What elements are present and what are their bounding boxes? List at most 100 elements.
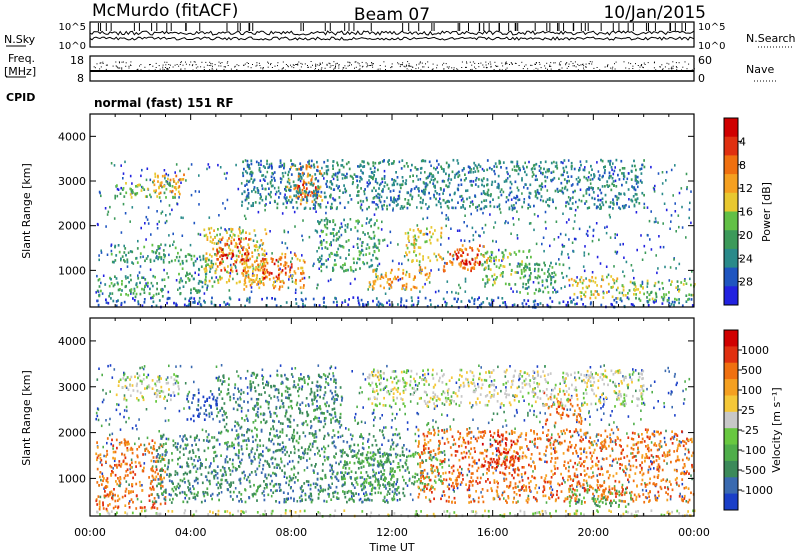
power-speckle: [446, 280, 449, 283]
power-heatmap-cells: [95, 158, 696, 309]
power-cell: [556, 167, 559, 170]
power-cell: [198, 300, 201, 304]
nave-dot: [334, 67, 336, 69]
power-speckle: [552, 275, 555, 279]
velocity-speckle: [96, 407, 99, 410]
velocity-speckle: [100, 424, 103, 428]
power-cell: [570, 175, 573, 178]
power-speckle: [370, 237, 373, 240]
freq-left-bottom-tick: 8: [77, 72, 84, 85]
velocity-speckle: [296, 401, 299, 405]
power-cell: [246, 159, 249, 163]
power-cell: [523, 270, 526, 273]
power-cell: [601, 159, 604, 163]
nave-dot: [591, 61, 593, 63]
power-cell: [96, 289, 99, 293]
date-title: 10/Jan/2015: [603, 3, 706, 23]
power-cell: [522, 282, 525, 286]
velocity-speckle: [672, 437, 675, 440]
power-cell: [238, 298, 241, 301]
nave-dot: [166, 67, 168, 69]
power-speckle: [496, 205, 499, 209]
power-speckle: [654, 184, 656, 188]
power-cell: [332, 219, 335, 222]
power-colorbar-segment: [724, 192, 738, 212]
power-cell: [319, 203, 322, 206]
velocity-speckle: [156, 389, 158, 392]
nave-dot: [506, 67, 508, 69]
nave-dot: [524, 65, 525, 67]
power-cell: [316, 165, 319, 169]
velocity-speckle: [215, 365, 218, 368]
nave-dot: [99, 68, 101, 70]
nave-dot: [180, 62, 182, 64]
power-cell: [635, 168, 637, 172]
power-cell: [204, 257, 207, 260]
power-cell: [345, 240, 348, 243]
power-cell: [291, 275, 293, 278]
nave-dot: [152, 65, 154, 67]
power-cell: [261, 247, 263, 251]
power-cell: [358, 253, 361, 257]
power-cell: [301, 277, 304, 280]
power-cell: [442, 189, 445, 192]
power-cell: [621, 284, 624, 287]
power-speckle: [131, 182, 133, 185]
power-cell: [251, 190, 253, 193]
power-cell: [424, 187, 427, 191]
nave-dot: [314, 69, 316, 71]
power-cell: [482, 301, 485, 304]
power-cell: [424, 159, 427, 163]
power-cell: [471, 184, 473, 187]
power-cell: [219, 304, 221, 307]
power-cell: [582, 279, 585, 282]
velocity-speckle: [443, 460, 446, 464]
power-cell: [235, 254, 238, 258]
power-cell: [612, 203, 615, 206]
velocity-speckle: [533, 413, 535, 417]
nave-dot: [243, 64, 245, 66]
power-cell: [515, 169, 518, 172]
power-cell: [229, 248, 232, 252]
power-cell: [576, 284, 579, 287]
power-cell: [234, 260, 236, 263]
power-speckle: [467, 171, 470, 174]
power-cell: [483, 206, 486, 210]
power-cell: [405, 244, 408, 247]
power-speckle: [405, 270, 408, 274]
nave-dot: [149, 64, 151, 65]
power-speckle: [149, 268, 152, 271]
nave-dot: [421, 69, 422, 71]
power-cell: [398, 197, 401, 200]
power-speckle: [426, 233, 429, 236]
power-cell: [134, 295, 137, 299]
power-cell: [230, 266, 233, 270]
power-cell: [108, 284, 111, 288]
power-cell: [460, 178, 462, 182]
power-cell: [302, 183, 304, 187]
velocity-speckle: [650, 441, 653, 444]
velocity-speckle: [383, 426, 385, 429]
freq-left-label-1: Freq.: [8, 52, 35, 65]
power-colorbar-segment: [724, 174, 738, 194]
velocity-speckle: [533, 371, 536, 374]
power-cell: [532, 300, 535, 303]
power-cell: [297, 175, 300, 178]
power-speckle: [122, 172, 125, 175]
power-cell: [245, 271, 247, 275]
velocity-speckle: [660, 445, 663, 448]
velocity-speckle: [362, 372, 364, 376]
power-cell: [538, 263, 541, 267]
power-cell: [585, 177, 588, 180]
power-cell: [178, 185, 181, 188]
power-speckle: [314, 229, 317, 232]
power-speckle: [521, 192, 523, 195]
power-speckle: [302, 238, 304, 242]
velocity-speckle: [334, 366, 337, 370]
velocity-speckle: [374, 491, 377, 495]
power-cell: [288, 188, 290, 192]
power-cell: [593, 175, 596, 179]
power-cell: [334, 296, 336, 300]
velocity-speckle: [641, 488, 644, 492]
power-cell: [307, 191, 310, 195]
